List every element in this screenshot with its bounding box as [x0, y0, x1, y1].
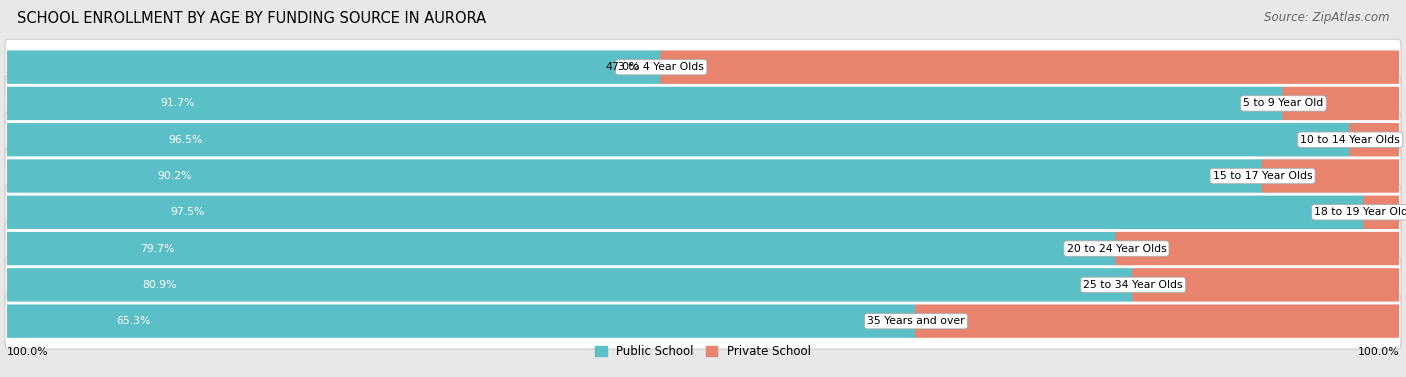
Text: 80.9%: 80.9%: [142, 280, 177, 290]
FancyBboxPatch shape: [6, 123, 1351, 156]
FancyBboxPatch shape: [1282, 87, 1400, 120]
Text: 47.0%: 47.0%: [606, 62, 640, 72]
FancyBboxPatch shape: [6, 221, 1400, 276]
Text: 15 to 17 Year Olds: 15 to 17 Year Olds: [1213, 171, 1312, 181]
FancyBboxPatch shape: [915, 305, 1400, 338]
FancyBboxPatch shape: [6, 51, 662, 84]
Text: 65.3%: 65.3%: [117, 316, 150, 326]
FancyBboxPatch shape: [1115, 232, 1400, 265]
FancyBboxPatch shape: [6, 293, 1400, 349]
FancyBboxPatch shape: [1364, 196, 1400, 229]
Text: 96.5%: 96.5%: [169, 135, 202, 145]
FancyBboxPatch shape: [6, 112, 1400, 168]
FancyBboxPatch shape: [6, 268, 1135, 302]
FancyBboxPatch shape: [1132, 268, 1402, 302]
Text: 100.0%: 100.0%: [7, 347, 49, 357]
FancyBboxPatch shape: [6, 75, 1400, 131]
Text: SCHOOL ENROLLMENT BY AGE BY FUNDING SOURCE IN AURORA: SCHOOL ENROLLMENT BY AGE BY FUNDING SOUR…: [17, 11, 486, 26]
FancyBboxPatch shape: [6, 232, 1118, 265]
Text: 3 to 4 Year Olds: 3 to 4 Year Olds: [619, 62, 704, 72]
Text: 79.7%: 79.7%: [141, 244, 174, 254]
Text: 20 to 24 Year Olds: 20 to 24 Year Olds: [1067, 244, 1167, 254]
Text: 10 to 14 Year Olds: 10 to 14 Year Olds: [1301, 135, 1400, 145]
FancyBboxPatch shape: [6, 305, 917, 338]
FancyBboxPatch shape: [6, 196, 1365, 229]
Text: 90.2%: 90.2%: [157, 171, 193, 181]
Legend: Public School, Private School: Public School, Private School: [591, 340, 815, 362]
Text: 100.0%: 100.0%: [1357, 347, 1399, 357]
FancyBboxPatch shape: [6, 87, 1285, 120]
FancyBboxPatch shape: [6, 39, 1400, 95]
FancyBboxPatch shape: [1350, 123, 1400, 156]
FancyBboxPatch shape: [1261, 159, 1400, 193]
FancyBboxPatch shape: [6, 257, 1400, 313]
Text: 5 to 9 Year Old: 5 to 9 Year Old: [1243, 98, 1323, 109]
Text: 25 to 34 Year Olds: 25 to 34 Year Olds: [1083, 280, 1182, 290]
Text: Source: ZipAtlas.com: Source: ZipAtlas.com: [1264, 11, 1389, 24]
Text: 97.5%: 97.5%: [170, 207, 204, 217]
FancyBboxPatch shape: [6, 159, 1264, 193]
FancyBboxPatch shape: [6, 148, 1400, 204]
Text: 91.7%: 91.7%: [160, 98, 194, 109]
Text: 35 Years and over: 35 Years and over: [868, 316, 965, 326]
FancyBboxPatch shape: [6, 184, 1400, 240]
FancyBboxPatch shape: [661, 51, 1400, 84]
Text: 18 to 19 Year Olds: 18 to 19 Year Olds: [1315, 207, 1406, 217]
